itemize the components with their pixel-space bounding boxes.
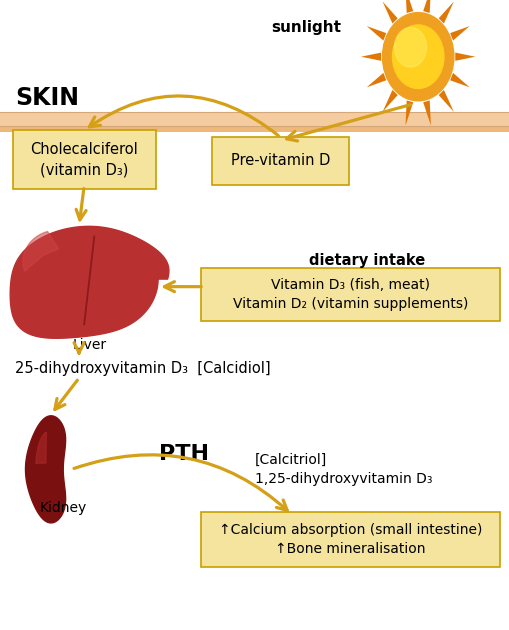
- Circle shape: [392, 25, 443, 88]
- Text: Kidney: Kidney: [40, 501, 87, 515]
- Text: sunlight: sunlight: [271, 20, 341, 35]
- FancyBboxPatch shape: [201, 512, 499, 567]
- Polygon shape: [449, 73, 469, 88]
- Polygon shape: [438, 90, 453, 112]
- Bar: [0, 112, 509, 126]
- Text: Cholecalciferol
(vitamin D₃): Cholecalciferol (vitamin D₃): [30, 142, 138, 178]
- Text: Liver: Liver: [72, 338, 106, 352]
- Polygon shape: [449, 26, 469, 40]
- Text: Vitamin D₃ (fish, meat)
Vitamin D₂ (vitamin supplements): Vitamin D₃ (fish, meat) Vitamin D₂ (vita…: [233, 278, 467, 311]
- Polygon shape: [382, 90, 397, 112]
- Polygon shape: [438, 1, 453, 23]
- FancyBboxPatch shape: [13, 130, 155, 189]
- Polygon shape: [36, 432, 46, 464]
- Polygon shape: [422, 0, 430, 13]
- Polygon shape: [455, 52, 474, 61]
- FancyBboxPatch shape: [201, 268, 499, 321]
- Polygon shape: [405, 100, 412, 125]
- Polygon shape: [382, 1, 397, 23]
- Text: PTH: PTH: [158, 444, 208, 464]
- Circle shape: [394, 27, 426, 67]
- Text: ↑Calcium absorption (small intestine)
↑Bone mineralisation: ↑Calcium absorption (small intestine) ↑B…: [218, 522, 482, 556]
- Circle shape: [382, 13, 453, 101]
- Text: Pre-vitamin D: Pre-vitamin D: [231, 154, 329, 168]
- Text: [Calcitriol]
1,25-dihydroxyvitamin D₃: [Calcitriol] 1,25-dihydroxyvitamin D₃: [254, 452, 432, 486]
- Text: dietary intake: dietary intake: [308, 253, 425, 268]
- Bar: [0, 126, 509, 132]
- Text: 25-dihydroxyvitamin D₃  [Calcidiol]: 25-dihydroxyvitamin D₃ [Calcidiol]: [15, 361, 270, 376]
- FancyBboxPatch shape: [211, 137, 349, 185]
- Polygon shape: [10, 226, 168, 338]
- Polygon shape: [422, 100, 430, 125]
- Polygon shape: [405, 0, 412, 13]
- Polygon shape: [366, 26, 385, 40]
- Polygon shape: [360, 52, 380, 61]
- Polygon shape: [366, 73, 385, 88]
- Polygon shape: [25, 416, 66, 523]
- Text: SKIN: SKIN: [15, 86, 79, 110]
- Polygon shape: [23, 231, 59, 271]
